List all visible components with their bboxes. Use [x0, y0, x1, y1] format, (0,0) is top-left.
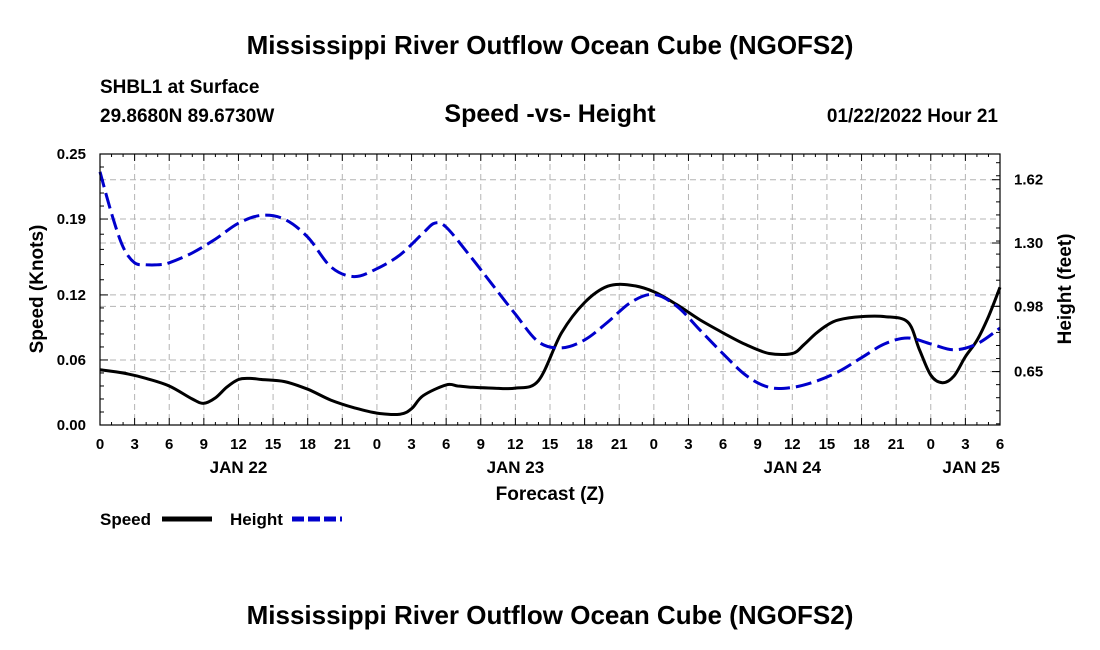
x-tick-label: 12 — [507, 436, 524, 453]
plot-frame — [99, 153, 1001, 426]
x-tick-label: 12 — [230, 436, 247, 453]
date-label: JAN 24 — [763, 458, 821, 477]
x-tick-label: 3 — [961, 436, 969, 453]
grid-lines — [100, 154, 1000, 425]
y-tick-label: 0.00 — [57, 417, 86, 434]
x-tick-label: 0 — [927, 436, 935, 453]
series-line-speed — [99, 282, 1002, 416]
x-axis-label: Forecast (Z) — [496, 484, 605, 505]
speed-height-chart: 0 3 6 9 12 15 18 21 0 3 6 9 12 15 18 21 0 3 6 9 12 15 18 21 0 3 6 J… — [27, 146, 1076, 529]
x-tick-label: 12 — [784, 436, 801, 453]
top-title: Mississippi River Outflow Ocean Cube (NG… — [246, 30, 854, 60]
y-tick-label: 0.25 — [57, 146, 86, 163]
x-tick-label: 0 — [373, 436, 381, 453]
station-label: SHBL1 at Surface — [100, 77, 260, 98]
y-tick-label: 0.19 — [57, 211, 86, 228]
chart-title: Speed -vs- Height — [444, 100, 656, 128]
y2-tick-label: 1.30 — [1014, 235, 1043, 252]
y-tick-label: 0.12 — [57, 287, 86, 304]
x-tick-label: 0 — [650, 436, 658, 453]
y2-axis-label: Height (feet) — [1055, 234, 1076, 345]
x-tick-label: 6 — [442, 436, 450, 453]
x-tick-label: 3 — [130, 436, 138, 453]
y-tick-label: 0.06 — [57, 352, 86, 369]
y2-tick-label: 0.65 — [1014, 364, 1043, 381]
x-tick-label: 3 — [407, 436, 415, 453]
x-tick-label: 15 — [542, 436, 559, 453]
date-label: JAN 25 — [942, 458, 1000, 477]
forecast-datetime: 01/22/2022 Hour 21 — [826, 106, 998, 127]
legend-speed-label: Speed — [100, 510, 151, 529]
x-tick-label: 9 — [477, 436, 485, 453]
x-tick-label: 18 — [853, 436, 870, 453]
x-tick-label: 3 — [684, 436, 692, 453]
x-tick-label: 0 — [96, 436, 104, 453]
y2-tick-label: 0.98 — [1014, 298, 1043, 315]
series-line-height — [98, 171, 1001, 391]
x-tick-label: 18 — [576, 436, 593, 453]
series-lines — [98, 171, 1002, 416]
x-tick-label: 9 — [200, 436, 208, 453]
legend: Speed Height — [100, 510, 342, 529]
x-tick-label: 6 — [165, 436, 173, 453]
x-tick-label: 15 — [819, 436, 836, 453]
date-label: JAN 23 — [487, 458, 545, 477]
bottom-title: Mississippi River Outflow Ocean Cube (NG… — [246, 600, 854, 630]
x-tick-label: 6 — [719, 436, 727, 453]
x-tick-label: 21 — [611, 436, 628, 453]
x-tick-label: 15 — [265, 436, 282, 453]
station-coords: 29.8680N 89.6730W — [100, 106, 275, 127]
x-tick-label: 9 — [754, 436, 762, 453]
x-tick-label: 6 — [996, 436, 1004, 453]
y2-tick-label: 1.62 — [1014, 172, 1043, 189]
date-label: JAN 22 — [210, 458, 268, 477]
tick-labels: 0 3 6 9 12 15 18 21 0 3 6 9 12 15 18 21 0 3 6 9 12 15 18 21 0 3 6 J… — [57, 146, 1043, 477]
x-tick-label: 21 — [334, 436, 351, 453]
x-tick-label: 21 — [888, 436, 905, 453]
y-axis-label: Speed (Knots) — [27, 225, 48, 354]
legend-height-label: Height — [230, 510, 283, 529]
x-tick-label: 18 — [299, 436, 316, 453]
